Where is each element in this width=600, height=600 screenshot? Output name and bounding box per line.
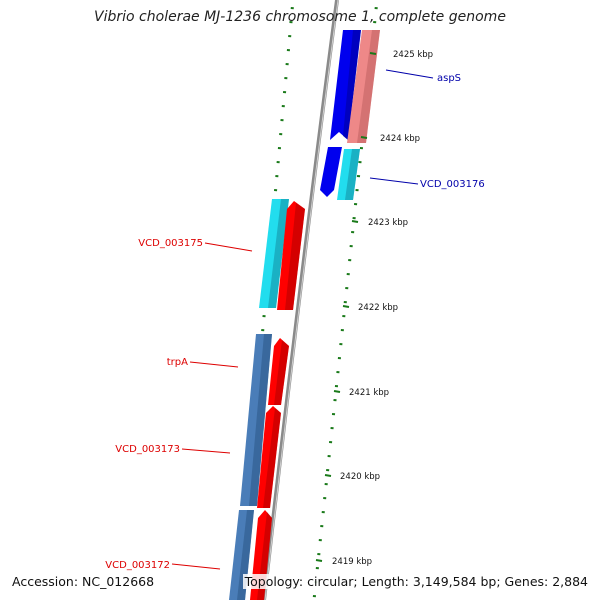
gene-label-trpA[interactable]: trpA	[167, 357, 188, 368]
tick-label: 2423 kbp	[368, 218, 408, 228]
genome-backbone	[262, 0, 339, 600]
gene-feature-forward-shade	[274, 340, 289, 405]
gene-feature-cyan-shade	[268, 199, 289, 308]
tick-label: 2419 kbp	[332, 557, 372, 567]
tick-label: 2425 kbp	[393, 50, 433, 60]
tick-label: 2422 kbp	[358, 303, 398, 313]
accession-text: Accession: NC_012668	[10, 574, 157, 589]
gene-feature-pink-shade	[357, 30, 380, 143]
gene-label-vcd-003173[interactable]: VCD_003173	[115, 444, 180, 455]
map-title: Vibrio cholerae MJ-1236 chromosome 1, co…	[94, 9, 506, 25]
genome-backbone-highlight	[264, 0, 339, 600]
gene-feature-forward-shade	[285, 203, 305, 310]
gene-label-aspS[interactable]: aspS	[437, 73, 461, 84]
gene-label-vcd-003176[interactable]: VCD_003176	[420, 179, 485, 190]
gene-labels: aspS VCD_003176 VCD_003175 trpA VCD_0031…	[105, 73, 484, 571]
tick-labels: 2425 kbp 2424 kbp 2423 kbp 2422 kbp 2421…	[332, 50, 433, 567]
gene-feature-steelblue-shade	[237, 510, 254, 600]
gene-feature-reverse-shade	[343, 30, 361, 140]
tick-label: 2420 kbp	[340, 472, 380, 482]
gene-label-vcd-003172[interactable]: VCD_003172	[105, 560, 170, 571]
tick-marks	[315, 52, 377, 562]
gene-feature-forward-shade	[263, 408, 281, 508]
tick-label: 2424 kbp	[380, 134, 420, 144]
gene-label-vcd-003175[interactable]: VCD_003175	[138, 238, 203, 249]
genome-summary-text: Topology: circular; Length: 3,149,584 bp…	[242, 574, 590, 589]
gene-feature-cyan-shade	[345, 149, 360, 200]
gene-feature-reverse[interactable]	[320, 147, 342, 197]
label-leaders	[171, 69, 434, 570]
tick-label: 2421 kbp	[349, 388, 389, 398]
gene-feature-steelblue-shade	[249, 334, 272, 506]
